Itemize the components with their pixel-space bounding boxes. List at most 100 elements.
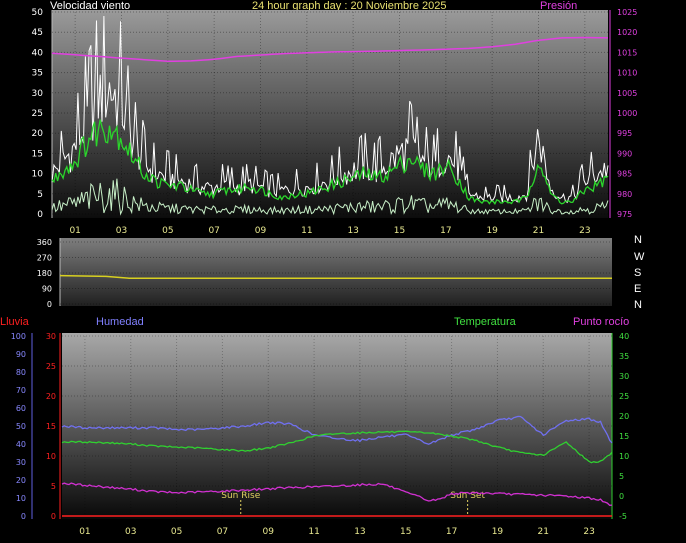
wind-y-tick-label: 50 xyxy=(32,8,44,18)
grid-lines xyxy=(52,11,612,517)
wind-low-line xyxy=(51,178,609,216)
series-lines xyxy=(51,15,613,517)
dew-point-line xyxy=(61,482,613,506)
wind-x-tick-label: 03 xyxy=(116,226,127,236)
humidity-y-tick-label: 90 xyxy=(16,350,26,359)
direction-y-tick-label: 90 xyxy=(42,285,52,294)
wind-x-tick-label: 19 xyxy=(486,226,498,236)
wind-y-tick-label: 25 xyxy=(32,109,43,119)
direction-y-tick-label: 360 xyxy=(37,238,52,247)
direction-y-tick-label: 270 xyxy=(37,254,52,263)
humidity-label: Humedad xyxy=(96,316,144,328)
graph-title: 24 hour graph day : 20 Noviembre 2025 xyxy=(252,0,447,12)
temp-y-tick-label: -5 xyxy=(619,512,627,521)
wind-y-tick-label: 40 xyxy=(32,48,44,58)
humidity-y-tick-label: 60 xyxy=(16,404,26,413)
pressure-y-tick-label: 985 xyxy=(617,170,632,179)
pressure-y-tick-label: 1010 xyxy=(617,69,637,78)
temp-x-tick-label: 23 xyxy=(583,527,594,537)
temp-y-tick-label: 15 xyxy=(619,432,629,441)
rain-y-tick-label: 20 xyxy=(46,392,56,401)
wind-x-tick-label: 13 xyxy=(347,226,358,236)
pressure-y-tick-label: 995 xyxy=(617,129,632,138)
wind-x-tick-label: 15 xyxy=(394,226,405,236)
wind-x-tick-label: 01 xyxy=(69,226,80,236)
temp-x-tick-label: 05 xyxy=(171,527,182,537)
pressure-line xyxy=(51,36,609,63)
temp-y-tick-label: 5 xyxy=(619,472,624,481)
pressure-y-tick-label: 980 xyxy=(617,190,632,199)
temp-x-tick-label: 21 xyxy=(538,527,549,537)
wind-y-tick-label: 10 xyxy=(32,170,44,180)
temperature-label: Temperatura xyxy=(454,316,516,328)
temp-y-tick-label: 10 xyxy=(619,452,629,461)
temp-y-tick-label: 20 xyxy=(619,412,629,421)
temp-y-tick-label: 40 xyxy=(619,332,629,341)
wind-y-tick-label: 35 xyxy=(32,69,43,79)
wind-x-tick-label: 09 xyxy=(255,226,267,236)
sun-rise-label: Sun Rise xyxy=(221,491,260,501)
pressure-title: Presión xyxy=(540,0,578,12)
humidity-line xyxy=(61,415,613,445)
temperature-line xyxy=(61,430,613,464)
wind-y-tick-label: 15 xyxy=(32,149,43,159)
dew-point-label: Punto rocío xyxy=(573,316,630,328)
wind-x-tick-label: 17 xyxy=(440,226,451,236)
temp-y-tick-label: 25 xyxy=(619,392,629,401)
temp-x-tick-label: 17 xyxy=(446,527,457,537)
direction-y-tick-label: 180 xyxy=(37,269,52,278)
compass-e: E xyxy=(634,283,642,295)
pressure-y-tick-label: 990 xyxy=(617,149,632,158)
temp-y-tick-label: 35 xyxy=(619,352,629,361)
compass-n-top: N xyxy=(634,234,642,246)
humidity-y-tick-label: 40 xyxy=(16,440,26,449)
pressure-y-tick-label: 1025 xyxy=(617,8,637,17)
temp-x-tick-label: 07 xyxy=(217,527,228,537)
sun-set-label: Sun Set xyxy=(450,491,485,501)
rain-y-tick-label: 30 xyxy=(46,332,56,341)
compass-n-bottom: N xyxy=(634,299,642,311)
pressure-y-tick-label: 1015 xyxy=(617,48,637,57)
wind-y-tick-label: 5 xyxy=(37,190,43,200)
temp-x-tick-label: 11 xyxy=(308,527,319,537)
rain-y-tick-label: 15 xyxy=(46,422,56,431)
temp-x-tick-label: 19 xyxy=(492,527,504,537)
direction-plot-area xyxy=(60,238,612,306)
rain-y-tick-label: 5 xyxy=(51,482,56,491)
rain-y-tick-label: 25 xyxy=(46,362,56,371)
wind-x-tick-label: 23 xyxy=(579,226,590,236)
wind-x-tick-label: 11 xyxy=(301,226,312,236)
humidity-y-tick-label: 30 xyxy=(16,458,26,467)
pressure-y-tick-label: 1000 xyxy=(617,109,637,118)
compass-s: S xyxy=(634,267,642,279)
temp-x-tick-label: 15 xyxy=(400,527,411,537)
wind-average-line xyxy=(51,119,609,205)
wind-y-tick-label: 0 xyxy=(37,210,43,220)
temp-y-tick-label: 0 xyxy=(619,492,624,501)
temp-x-tick-label: 13 xyxy=(354,527,365,537)
pressure-y-tick-label: 1020 xyxy=(617,28,637,37)
humidity-y-tick-label: 20 xyxy=(16,476,26,485)
wind-speed-title: Velocidad viento xyxy=(50,0,131,12)
humidity-y-tick-label: 80 xyxy=(16,368,26,377)
humidity-y-tick-label: 100 xyxy=(11,332,26,341)
temp-x-tick-label: 01 xyxy=(79,527,90,537)
wind-direction-line xyxy=(59,274,612,279)
temp-plot-area xyxy=(62,333,612,519)
temp-x-tick-label: 09 xyxy=(263,527,275,537)
direction-y-tick-label: 0 xyxy=(47,300,52,309)
rain-y-tick-label: 10 xyxy=(46,452,56,461)
humidity-y-tick-label: 50 xyxy=(16,422,26,431)
wind-x-tick-label: 05 xyxy=(162,226,173,236)
humidity-y-tick-label: 0 xyxy=(21,512,26,521)
tick-labels: 0510152025303540455097598098599099510001… xyxy=(11,8,638,537)
rain-y-tick-label: 0 xyxy=(51,512,56,521)
pressure-y-tick-label: 1005 xyxy=(617,89,637,98)
pressure-y-tick-label: 975 xyxy=(617,210,632,219)
humidity-y-tick-label: 10 xyxy=(16,494,26,503)
wind-y-tick-label: 30 xyxy=(32,89,44,99)
wind-y-tick-label: 45 xyxy=(32,28,43,38)
wind-x-tick-label: 07 xyxy=(208,226,219,236)
rain-label: Lluvia xyxy=(0,316,29,328)
